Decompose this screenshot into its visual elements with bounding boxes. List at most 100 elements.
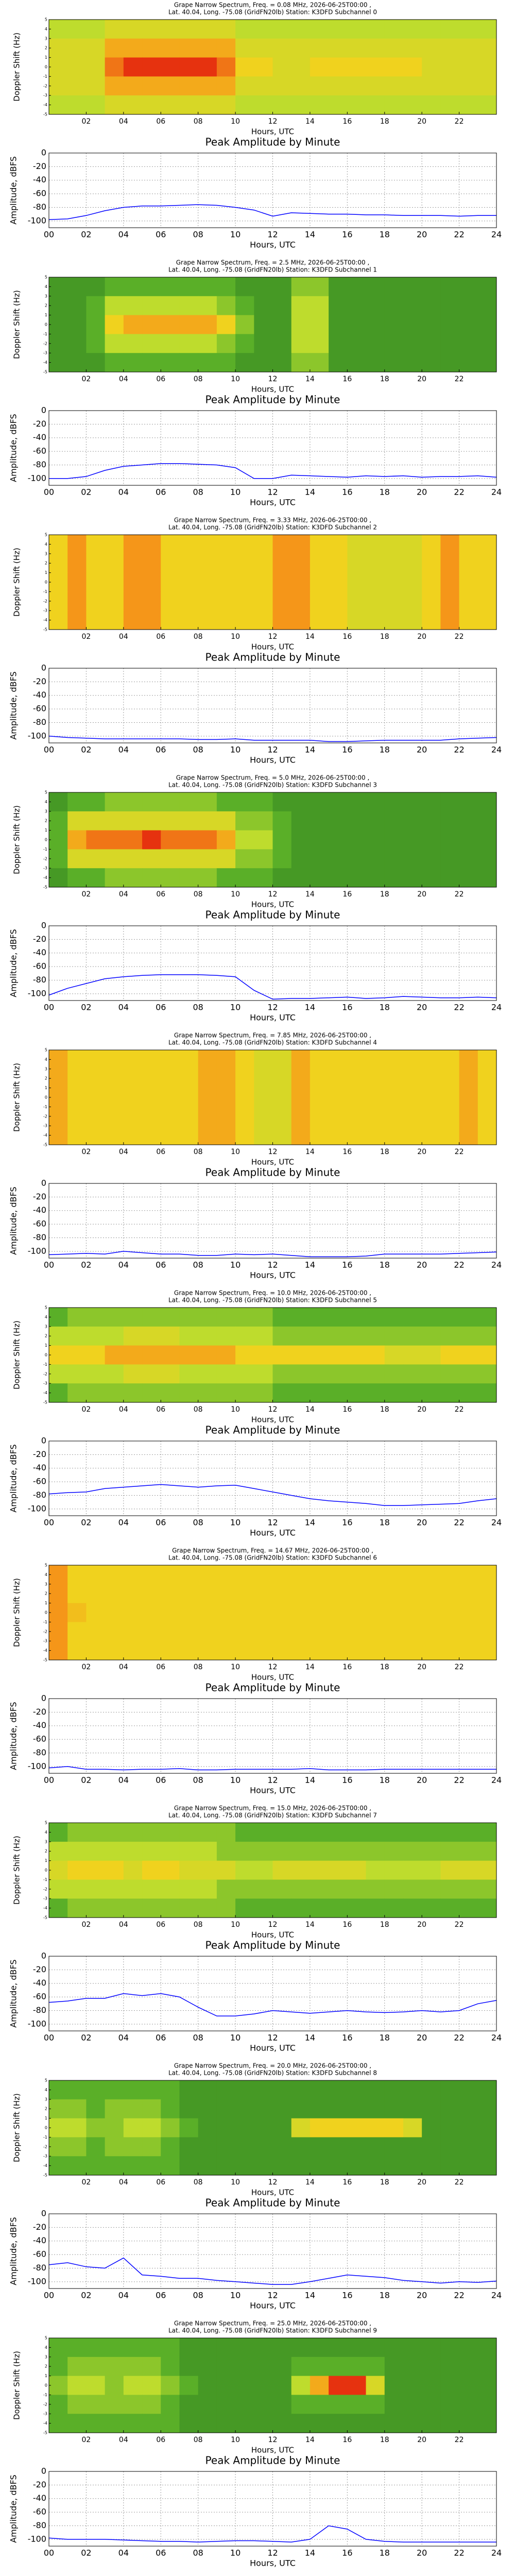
spectrum-cell <box>123 553 143 573</box>
spectrum-cell <box>477 1879 497 1899</box>
spectrum-cell <box>366 1069 385 1089</box>
spectrum-cell <box>198 334 217 353</box>
spectrum-cell <box>422 868 441 888</box>
y-tick-label: 0 <box>41 1951 46 1961</box>
spectrum-cell <box>254 95 273 115</box>
spectrum-cell <box>422 2395 441 2414</box>
amplitude-line <box>48 204 496 220</box>
spectrum-cell <box>347 1899 367 1918</box>
spectrum-cell <box>216 591 236 611</box>
x-tick-label: 18 <box>380 487 390 497</box>
spectrum-cell <box>142 1641 161 1660</box>
spectrum-cell <box>198 1860 217 1880</box>
x-tick-label: 20 <box>417 633 426 641</box>
spectrum-cell <box>142 849 161 869</box>
spectrum-cell <box>366 2156 385 2176</box>
spectrum-cell <box>49 1126 68 1145</box>
x-tick-label: 18 <box>380 745 390 755</box>
spectrum-cell <box>86 1641 106 1660</box>
spectrum-cell <box>422 572 441 592</box>
spectrum-cell <box>440 591 460 611</box>
spectrum-cell <box>329 1088 348 1107</box>
spectrum-cell <box>161 1383 180 1403</box>
x-tick-label: 04 <box>118 1518 129 1528</box>
spectrum-cell <box>179 38 199 58</box>
y-tick-label: 1 <box>45 1601 47 1605</box>
spectrum-cell <box>384 1326 404 1346</box>
spectrum-cell <box>49 830 68 850</box>
spectrum-cell <box>216 1565 236 1585</box>
chart-title: Grape Narrow Spectrum, Freq. = 10.0 MHz,… <box>174 1290 371 1297</box>
x-tick-label: 22 <box>455 890 464 899</box>
x-tick-label: 18 <box>380 1518 390 1528</box>
spectrum-cell <box>142 334 161 353</box>
spectrum-cell <box>403 535 422 554</box>
spectrum-cell <box>179 611 199 630</box>
spectrum-cell <box>142 95 161 115</box>
spectrum-cell <box>310 2137 329 2157</box>
x-tick-label: 18 <box>380 1663 389 1671</box>
spectrum-cell <box>347 2376 367 2395</box>
spectrum-cell <box>440 334 460 353</box>
spectrum-cell <box>67 830 87 850</box>
spectrum-cell <box>440 535 460 554</box>
spectrum-cell <box>235 1069 254 1089</box>
x-tick-label: 08 <box>193 2291 203 2300</box>
spectrum-cell <box>142 1050 161 1070</box>
spectrum-cell <box>67 535 87 554</box>
spectrum-cell <box>179 353 199 372</box>
y-axis-label: Doppler Shift (Hz) <box>12 2093 22 2162</box>
spectrum-cell <box>291 296 311 316</box>
spectrum-cell <box>347 2338 367 2358</box>
spectrum-cell <box>123 811 143 831</box>
spectrum-cell <box>310 353 329 372</box>
spectrum-cell <box>329 868 348 888</box>
spectrum-cell <box>254 1345 273 1365</box>
spectrum-cell <box>142 792 161 812</box>
spectrum-cell <box>272 849 292 869</box>
x-tick-label: 04 <box>118 2548 129 2558</box>
spectrum-cell <box>272 572 292 592</box>
spectrum-cell <box>198 2080 217 2100</box>
x-tick-label: 04 <box>118 1260 129 1270</box>
y-tick-label: -20 <box>33 419 46 429</box>
x-tick-label: 00 <box>44 1518 54 1528</box>
spectrum-cell <box>216 1879 236 1899</box>
x-tick-label: 14 <box>305 1260 315 1270</box>
spectrum-cell <box>459 2338 478 2358</box>
spectrum-cell <box>254 1860 273 1880</box>
x-tick-label: 12 <box>268 375 278 383</box>
y-tick-label: 5 <box>45 533 47 537</box>
spectrum-cell <box>67 1584 87 1604</box>
spectrum-cell <box>310 1841 329 1861</box>
chart-title: Peak Amplitude by Minute <box>205 394 340 406</box>
spectrum-cell <box>459 2414 478 2433</box>
spectrum-cell <box>198 792 217 812</box>
spectrum-cell <box>179 792 199 812</box>
spectrum-cell <box>310 553 329 573</box>
x-tick-label: 22 <box>455 1921 464 1929</box>
spectrum-cell <box>161 1308 180 1327</box>
y-tick-label: -20 <box>33 1449 46 1459</box>
spectrum-cell <box>254 1050 273 1070</box>
spectrum-cell <box>161 535 180 554</box>
spectrum-cell <box>329 2156 348 2176</box>
spectrum-cell <box>67 811 87 831</box>
spectrum-cell <box>67 2338 87 2358</box>
spectrum-cell <box>123 1823 143 1842</box>
spectrum-cell <box>49 1584 68 1604</box>
spectrum-cell <box>347 2156 367 2176</box>
spectrum-cell <box>49 535 68 554</box>
x-tick-label: 10 <box>230 1518 241 1528</box>
spectrum-cell <box>254 1107 273 1126</box>
x-tick-label: 02 <box>81 1775 91 1785</box>
x-tick-label: 12 <box>267 1518 278 1528</box>
spectrum-cell <box>161 1326 180 1346</box>
spectrum-cell <box>459 1823 478 1842</box>
spectrum-cell <box>235 1899 254 1918</box>
spectrum-cell <box>86 1383 106 1403</box>
spectrum-cell <box>403 2080 422 2100</box>
spectrum-cell <box>198 20 217 39</box>
spectrum-cell <box>329 849 348 869</box>
spectrum-cell <box>347 1860 367 1880</box>
